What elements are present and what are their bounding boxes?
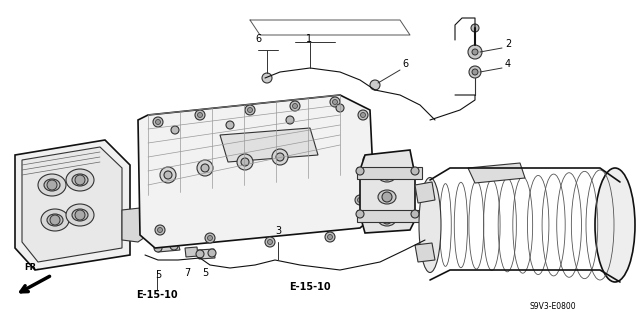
Polygon shape [415, 243, 435, 262]
Polygon shape [198, 249, 215, 259]
Circle shape [333, 100, 337, 105]
Circle shape [382, 170, 392, 180]
Text: FR.: FR. [24, 263, 40, 272]
Circle shape [290, 101, 300, 111]
Circle shape [154, 244, 162, 252]
Ellipse shape [44, 179, 60, 191]
Circle shape [248, 108, 253, 113]
Circle shape [160, 167, 176, 183]
Text: 1: 1 [306, 34, 312, 44]
Text: E-15-10: E-15-10 [136, 290, 178, 300]
Text: 5: 5 [155, 270, 161, 280]
Polygon shape [360, 150, 415, 233]
Text: 6: 6 [402, 59, 408, 69]
Circle shape [237, 154, 253, 170]
Polygon shape [22, 147, 122, 262]
Text: 6: 6 [255, 34, 261, 44]
Ellipse shape [66, 204, 94, 226]
Circle shape [276, 153, 284, 161]
Circle shape [471, 24, 479, 32]
Circle shape [468, 45, 482, 59]
Circle shape [226, 121, 234, 129]
Text: 2: 2 [505, 39, 511, 49]
Circle shape [208, 249, 216, 257]
Circle shape [75, 210, 85, 220]
Circle shape [241, 158, 249, 166]
Circle shape [75, 175, 85, 185]
Ellipse shape [66, 169, 94, 191]
Circle shape [360, 113, 365, 117]
Text: 4: 4 [505, 59, 511, 69]
Text: E-15-10: E-15-10 [289, 282, 331, 292]
Circle shape [155, 225, 165, 235]
Circle shape [196, 250, 204, 258]
Circle shape [286, 116, 294, 124]
Circle shape [363, 155, 373, 165]
Circle shape [292, 103, 298, 108]
Circle shape [328, 234, 333, 240]
Polygon shape [122, 208, 148, 242]
Text: 5: 5 [202, 268, 208, 278]
Circle shape [472, 69, 478, 75]
Circle shape [336, 104, 344, 112]
Polygon shape [415, 182, 435, 203]
Ellipse shape [378, 168, 396, 182]
Bar [357, 210, 422, 222]
Ellipse shape [419, 177, 441, 272]
Ellipse shape [378, 190, 396, 204]
Circle shape [365, 158, 371, 162]
Polygon shape [220, 128, 318, 162]
Circle shape [325, 232, 335, 242]
Circle shape [272, 149, 288, 165]
Circle shape [197, 160, 213, 176]
Circle shape [157, 227, 163, 233]
Circle shape [411, 210, 419, 218]
Circle shape [198, 113, 202, 117]
Circle shape [171, 126, 179, 134]
Circle shape [50, 215, 60, 225]
Ellipse shape [38, 174, 66, 196]
Ellipse shape [378, 212, 396, 226]
Ellipse shape [47, 214, 63, 226]
Circle shape [201, 164, 209, 172]
Circle shape [47, 180, 57, 190]
Circle shape [207, 235, 212, 241]
Circle shape [262, 73, 272, 83]
Circle shape [382, 214, 392, 224]
Circle shape [358, 110, 368, 120]
Ellipse shape [72, 174, 88, 186]
Circle shape [164, 171, 172, 179]
Ellipse shape [41, 209, 69, 231]
Circle shape [330, 97, 340, 107]
Circle shape [156, 120, 161, 124]
Circle shape [356, 167, 364, 175]
Circle shape [268, 240, 273, 244]
Circle shape [170, 242, 178, 250]
Text: 7: 7 [184, 268, 190, 278]
Circle shape [205, 233, 215, 243]
Polygon shape [155, 243, 180, 252]
Circle shape [355, 195, 365, 205]
Polygon shape [138, 95, 375, 248]
Bar [357, 167, 422, 179]
Ellipse shape [595, 168, 635, 282]
Ellipse shape [72, 209, 88, 221]
Polygon shape [185, 247, 198, 257]
Circle shape [245, 105, 255, 115]
Circle shape [411, 167, 419, 175]
Circle shape [469, 66, 481, 78]
Circle shape [382, 192, 392, 202]
Circle shape [265, 237, 275, 247]
Circle shape [358, 197, 362, 203]
Polygon shape [15, 140, 130, 270]
Polygon shape [468, 163, 525, 183]
Text: 3: 3 [275, 226, 281, 236]
Circle shape [356, 210, 364, 218]
Circle shape [195, 110, 205, 120]
Circle shape [472, 49, 478, 55]
Text: S9V3-E0800: S9V3-E0800 [530, 302, 576, 311]
Circle shape [153, 117, 163, 127]
Circle shape [370, 80, 380, 90]
